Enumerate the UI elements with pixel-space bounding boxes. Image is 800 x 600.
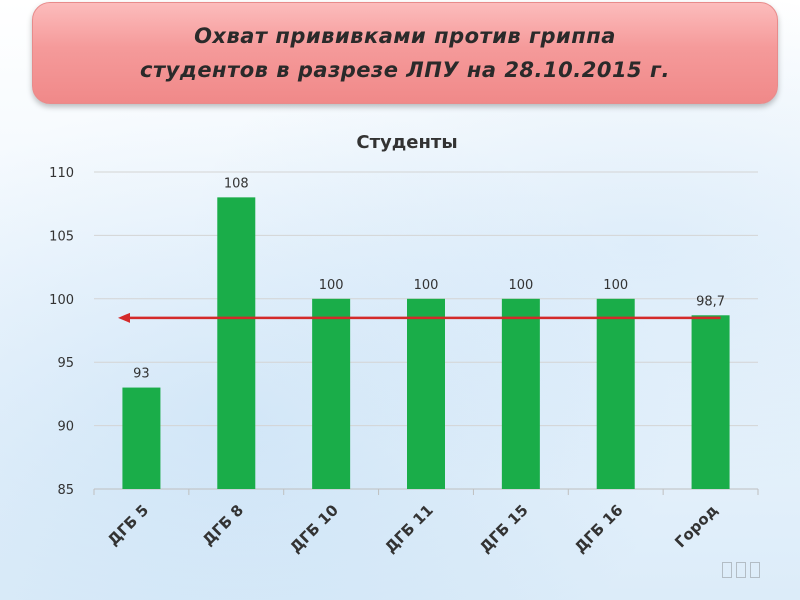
- data-label: 93: [133, 367, 150, 382]
- category-label: ДГБ 16: [571, 501, 626, 556]
- y-tick-label: 90: [57, 420, 74, 435]
- data-label: 98,7: [696, 294, 725, 309]
- bar: [596, 298, 635, 489]
- title-line-2: студентов в разрезе ЛПУ на 28.10.2015 г.: [140, 58, 670, 82]
- logo-watermark-icon: [722, 562, 760, 578]
- y-tick-label: 95: [57, 356, 74, 371]
- category-label: ДГБ 11: [381, 501, 436, 556]
- data-label: 100: [319, 278, 344, 293]
- reference-arrow-head: [118, 312, 130, 323]
- category-label: Город: [671, 501, 721, 551]
- bar: [407, 298, 445, 489]
- data-label: 100: [508, 278, 533, 293]
- category-label: ДГБ 15: [476, 501, 531, 556]
- data-label: 100: [414, 278, 439, 293]
- y-tick-label: 100: [49, 293, 74, 308]
- data-label: 108: [224, 176, 249, 191]
- chart-title: Студенты: [356, 132, 457, 153]
- y-tick-label: 110: [49, 166, 74, 181]
- title-line-1: Охват прививками против гриппа: [194, 24, 616, 48]
- bar: [217, 197, 256, 490]
- bar: [312, 298, 351, 489]
- category-label: ДГБ 5: [104, 501, 152, 549]
- bar: [122, 387, 161, 489]
- title-banner: Охват прививками против гриппа студентов…: [32, 2, 778, 104]
- y-tick-label: 105: [49, 229, 74, 244]
- category-label: ДГБ 8: [199, 501, 247, 549]
- bar: [691, 315, 730, 489]
- category-label: ДГБ 10: [286, 501, 341, 556]
- y-tick-label: 85: [57, 483, 74, 498]
- bar: [501, 298, 540, 489]
- data-label: 100: [603, 278, 628, 293]
